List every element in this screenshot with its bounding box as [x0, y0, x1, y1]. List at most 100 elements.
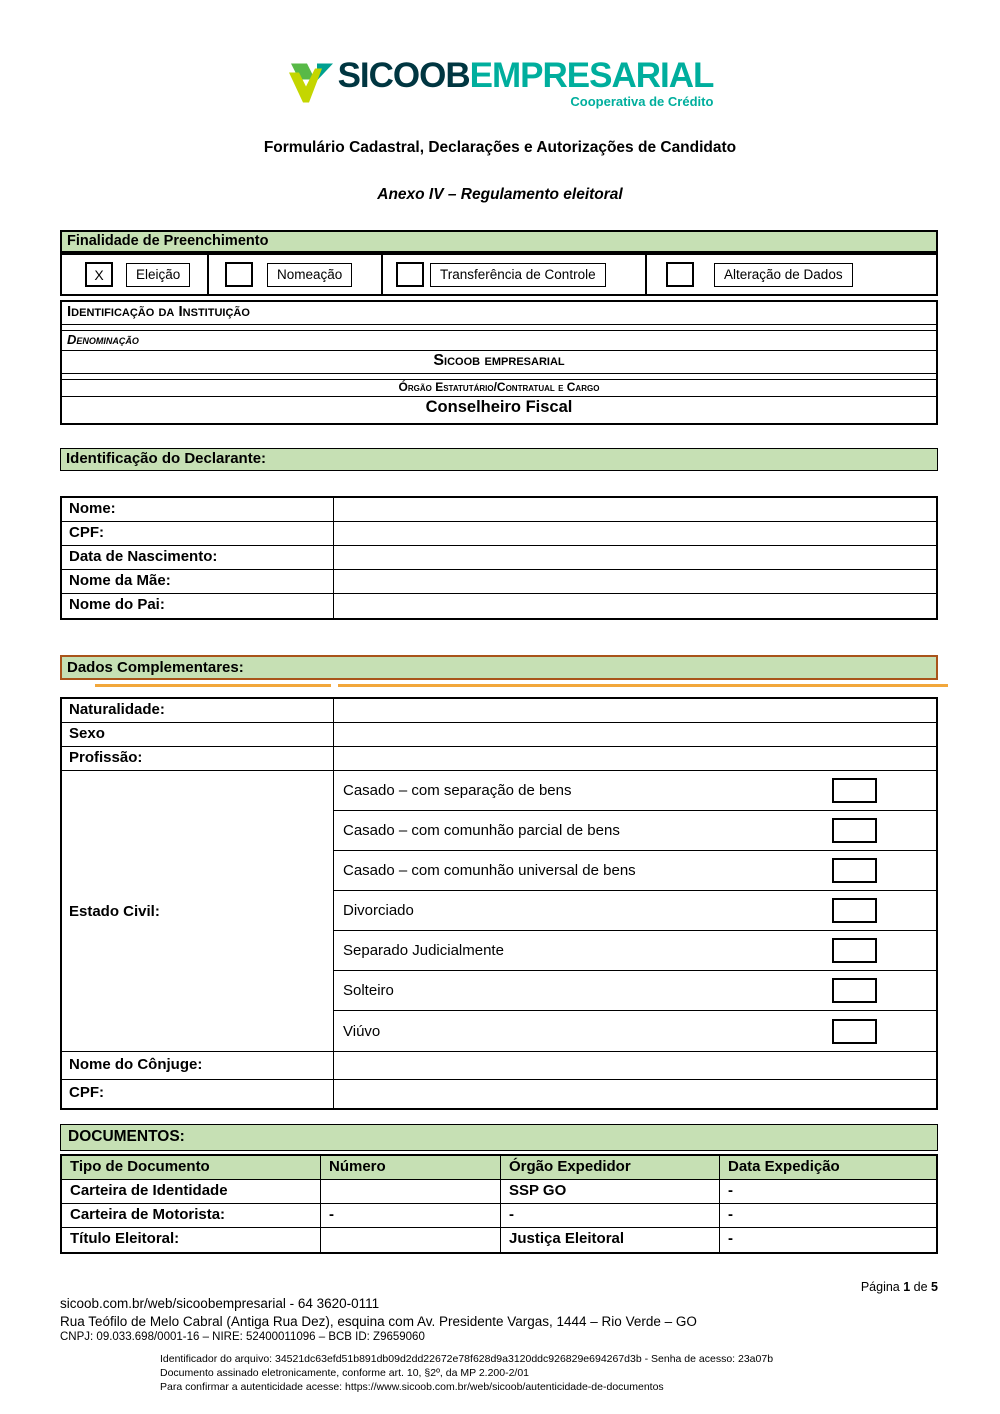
checkbox-transferencia[interactable] — [396, 262, 424, 287]
col-header-numero: Número — [321, 1156, 501, 1179]
estado-civil-option: Casado – com separação de bens — [334, 771, 936, 811]
sicoob-logo-icon — [288, 63, 333, 103]
cell-tipo: Carteira de Identidade — [62, 1180, 321, 1203]
section-header-declarante: Identificação do Declarante: — [60, 448, 938, 471]
col-header-tipo: Tipo de Documento — [62, 1156, 321, 1179]
field-value-nome[interactable] — [334, 498, 936, 521]
orgao-label: Órgão Estatutário/Contratual e Cargo — [62, 380, 936, 397]
brand-primary: SICOOB — [337, 56, 471, 95]
page-sep: de — [910, 1280, 932, 1294]
footer-cnpj: CNPJ: 09.033.698/0001-16 – NIRE: 5240001… — [60, 1331, 425, 1343]
field-value-conjuge-cpf[interactable] — [334, 1080, 936, 1108]
page-subtitle: Anexo IV – Regulamento eleitoral — [377, 186, 623, 203]
label-transferencia: Transferência de Controle — [430, 262, 606, 287]
page-label: Página — [860, 1280, 904, 1294]
table-row: Carteira de Identidade SSP GO - — [62, 1180, 936, 1204]
logo: SICOOBEMPRESARIAL Cooperativa de Crédito — [0, 56, 1000, 114]
complementares-table: Naturalidade: Sexo Profissão: Estado Civ… — [60, 697, 938, 1110]
documentos-table: Tipo de Documento Número Órgão Expedidor… — [60, 1154, 938, 1254]
fineprint-signature: Documento assinado eletronicamente, conf… — [160, 1367, 530, 1379]
checkbox-eleicao[interactable]: X — [85, 262, 113, 287]
option-label: Viúvo — [343, 1022, 381, 1040]
checkbox-casado-parcial[interactable] — [832, 818, 877, 843]
field-value-sexo[interactable] — [334, 723, 936, 746]
checkbox-divorciado[interactable] — [832, 898, 877, 923]
label-nomeacao: Nomeação — [267, 262, 353, 287]
estado-civil-option: Divorciado — [334, 891, 936, 931]
accent-underline — [338, 684, 948, 687]
brand-secondary: EMPRESARIAL — [469, 56, 715, 95]
table-row: Naturalidade: — [62, 699, 936, 723]
cell-data: - — [728, 1206, 733, 1223]
estado-civil-option: Separado Judicialmente — [334, 931, 936, 971]
footer-address: Rua Teófilo de Melo Cabral (Antiga Rua D… — [60, 1314, 697, 1329]
brand-tagline: Cooperativa de Crédito — [570, 94, 714, 109]
section-header-finalidade: Finalidade de Preenchimento — [60, 230, 938, 253]
section-header-documentos: DOCUMENTOS: — [60, 1124, 938, 1151]
option-label: Divorciado — [343, 902, 414, 919]
field-label-conjuge-cpf: CPF: — [62, 1080, 334, 1108]
instituicao-spacer2 — [62, 374, 936, 380]
table-row: Título Eleitoral: Justiça Eleitoral - — [62, 1228, 936, 1252]
finalidade-options-row: X Eleição Nomeação Transferência de Cont… — [60, 253, 938, 296]
table-row: Profissão: — [62, 747, 936, 771]
table-row: Nome do Pai: — [62, 594, 936, 618]
page-title: Formulário Cadastral, Declarações e Auto… — [263, 139, 737, 156]
checkbox-nomeacao[interactable] — [225, 262, 253, 287]
table-row: CPF: — [62, 522, 936, 546]
footer-website-phone: sicoob.com.br/web/sicoobempresarial - 64… — [60, 1296, 380, 1311]
label-eleicao: Eleição — [126, 262, 191, 287]
table-row: Nome da Mãe: — [62, 570, 936, 594]
field-value-pai[interactable] — [334, 594, 936, 618]
page-number: Página 1 de 5 — [861, 1280, 938, 1294]
denominacao-value: Sicoob empresarial — [62, 351, 936, 374]
footer: sicoob.com.br/web/sicoobempresarial - 64… — [60, 1296, 697, 1343]
signature-fineprint: Identificador do arquivo: 34521dc63efd51… — [160, 1352, 773, 1394]
cell-numero[interactable] — [321, 1180, 501, 1203]
col-header-data: Data Expedição — [728, 1158, 840, 1175]
field-label-conjuge: Nome do Cônjuge: — [62, 1052, 334, 1079]
checkbox-separado[interactable] — [832, 938, 877, 963]
checkbox-solteiro[interactable] — [832, 978, 877, 1003]
field-label-sexo: Sexo — [62, 723, 334, 746]
field-label-pai: Nome do Pai: — [62, 594, 334, 618]
option-label: Casado – com separação de bens — [343, 782, 572, 799]
cell-tipo: Carteira de Motorista: — [62, 1204, 321, 1227]
cell-tipo: Título Eleitoral: — [62, 1228, 321, 1252]
field-value-mae[interactable] — [334, 570, 936, 593]
field-label-cpf: CPF: — [62, 522, 334, 545]
estado-civil-option: Casado – com comunhão universal de bens — [334, 851, 936, 891]
field-label-estado-civil: Estado Civil: — [62, 771, 334, 1051]
option-label: Solteiro — [343, 982, 394, 999]
table-row: Data de Nascimento: — [62, 546, 936, 570]
option-label: Separado Judicialmente — [343, 942, 504, 959]
checkbox-alteracao[interactable] — [666, 262, 694, 287]
declarante-table: Nome: CPF: Data de Nascimento: Nome da M… — [60, 496, 938, 620]
estado-civil-option: Viúvo — [334, 1011, 936, 1051]
page-total: 5 — [931, 1280, 938, 1294]
field-label-nascimento: Data de Nascimento: — [62, 546, 334, 569]
cell-orgao: - — [501, 1204, 720, 1227]
denominacao-label: Denominação — [62, 331, 936, 351]
section-header-complementares: Dados Complementares: — [60, 655, 938, 680]
label-alteracao: Alteração de Dados — [714, 262, 853, 287]
cell-numero[interactable] — [321, 1228, 501, 1252]
option-label: Casado – com comunhão universal de bens — [343, 862, 636, 879]
checkbox-casado-universal[interactable] — [832, 858, 877, 883]
field-value-conjuge[interactable] — [334, 1052, 936, 1079]
brand-wordmark: SICOOBEMPRESARIAL — [337, 56, 715, 96]
checkbox-viuvo[interactable] — [832, 1018, 877, 1044]
field-value-nascimento[interactable] — [334, 546, 936, 569]
field-value-profissao[interactable] — [334, 747, 936, 770]
checkbox-casado-separacao[interactable] — [832, 778, 877, 803]
fineprint-identifier: Identificador do arquivo: 34521dc63efd51… — [160, 1353, 774, 1365]
cell-data: - — [728, 1182, 733, 1199]
cell-numero: - — [321, 1204, 501, 1227]
field-value-cpf[interactable] — [334, 522, 936, 545]
field-value-naturalidade[interactable] — [334, 699, 936, 722]
table-row: CPF: — [62, 1080, 936, 1108]
option-label: Casado – com comunhão parcial de bens — [343, 822, 620, 839]
instituicao-header: Identificação da Instituição — [62, 302, 936, 325]
finalidade-option-alteracao: Alteração de Dados — [647, 255, 936, 294]
